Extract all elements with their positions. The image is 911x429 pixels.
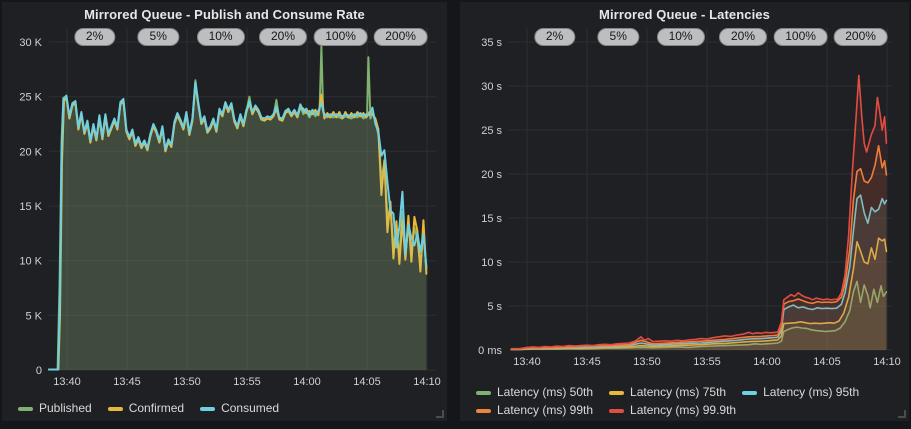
svg-text:14:05: 14:05 [813, 356, 841, 368]
svg-text:10 K: 10 K [19, 256, 42, 268]
panel-title[interactable]: Mirrored Queue - Latencies [599, 7, 770, 22]
series-latency-ms-99th [510, 145, 888, 350]
svg-text:20 s: 20 s [481, 169, 502, 181]
legend-label: Confirmed [128, 401, 185, 415]
svg-text:13:45: 13:45 [573, 356, 601, 368]
annotation-pill-2pct[interactable]: 2% [73, 28, 116, 46]
svg-text:13:55: 13:55 [693, 356, 721, 368]
legend-swatch [742, 390, 758, 395]
svg-text:13:55: 13:55 [233, 376, 261, 388]
legend-item-published[interactable]: Published [18, 402, 92, 415]
series-latency-ms-75th [510, 237, 888, 351]
annotation-pill-5pct[interactable]: 5% [597, 28, 639, 46]
svg-text:15 K: 15 K [19, 201, 42, 213]
series-consumed [48, 81, 428, 371]
legend-item-latency-ms-99-9th[interactable]: Latency (ms) 99.9th [609, 404, 736, 417]
legend-swatch [609, 408, 625, 413]
svg-text:15 s: 15 s [481, 213, 502, 225]
latencies-chart[interactable]: 13:40 13:45 13:50 13:55 14:00 14:05 14:10 0 ms 5… [460, 2, 909, 421]
legend-item-latency-ms-99th[interactable]: Latency (ms) 99th [476, 404, 593, 417]
legend-label: Latency (ms) 99th [497, 403, 594, 417]
svg-text:14:10: 14:10 [413, 376, 441, 388]
legend-label: Published [39, 401, 92, 415]
svg-text:13:45: 13:45 [113, 376, 141, 388]
annotation-pill-20pct[interactable]: 20% [258, 28, 308, 46]
panel-resize-handle[interactable] [898, 410, 906, 418]
svg-text:14:00: 14:00 [753, 356, 781, 368]
legend-item-confirmed[interactable]: Confirmed [107, 401, 185, 415]
legend-swatch [476, 408, 491, 413]
legend-swatch [18, 406, 33, 411]
legend-item-latency-ms-95th[interactable]: Latency (ms) 95th [742, 386, 859, 399]
series-latency-ms-50th [510, 280, 888, 351]
svg-text:25 K: 25 K [19, 92, 42, 104]
y-axis-labels: 0 5 K 10 K 15 K 20 K 25 K 30 K [19, 37, 42, 377]
x-axis-labels: 13:40 13:45 13:50 13:55 14:00 14:05 14:10 [53, 376, 441, 388]
legend-swatch [476, 390, 491, 395]
svg-text:13:50: 13:50 [633, 356, 661, 368]
panel-publish-consume-rate: Mirrored Queue - Publish and Consume Rat… [2, 2, 447, 421]
annotation-pill-200pct[interactable]: 200% [833, 28, 888, 46]
legend-swatch [609, 390, 625, 395]
annotation-pill-10pct[interactable]: 10% [196, 28, 245, 46]
legend-label: Latency (ms) 95th [763, 385, 860, 399]
svg-text:10 s: 10 s [481, 257, 502, 269]
annotation-pill-20pct[interactable]: 20% [718, 28, 768, 46]
legend-label: Consumed [221, 401, 280, 415]
svg-text:25 s: 25 s [481, 125, 502, 137]
legend-item-latency-ms-50th[interactable]: Latency (ms) 50th [476, 386, 593, 399]
svg-text:14:10: 14:10 [873, 356, 901, 368]
legend-label: Latency (ms) 50th [497, 385, 594, 399]
svg-text:5 K: 5 K [25, 310, 42, 322]
annotation-pill-10pct[interactable]: 10% [656, 28, 705, 46]
publish-consume-rate-chart[interactable]: 13:40 13:45 13:50 13:55 14:00 14:05 14:10 0 5 K 1… [2, 2, 447, 421]
annotation-pill-100pct[interactable]: 100% [313, 28, 368, 46]
y-axis-labels: 0 ms 5 s 10 s 15 s 20 s 25 s 30 s 35 s [478, 37, 502, 357]
x-axis-labels: 13:40 13:45 13:50 13:55 14:00 14:05 14:10 [513, 356, 901, 368]
legend: Latency (ms) 50th Latency (ms) 75th Latenc… [476, 386, 876, 417]
annotation-pill-100pct[interactable]: 100% [773, 28, 828, 46]
legend-item-latency-ms-75th[interactable]: Latency (ms) 75th [609, 386, 726, 399]
svg-text:13:50: 13:50 [173, 376, 201, 388]
annotation-pill-200pct[interactable]: 200% [373, 28, 428, 46]
svg-text:30 K: 30 K [19, 37, 42, 49]
svg-text:5 s: 5 s [487, 301, 502, 313]
svg-text:14:00: 14:00 [293, 376, 321, 388]
legend-item-consumed[interactable]: Consumed [200, 402, 279, 415]
svg-text:0: 0 [36, 365, 42, 377]
panel-latencies: Mirrored Queue - Latencies 13:40 13:45 13:… [460, 2, 909, 421]
panel-resize-handle[interactable] [436, 410, 444, 418]
legend-swatch [107, 406, 123, 411]
legend-swatch [200, 406, 216, 411]
panel-title[interactable]: Mirrored Queue - Publish and Consume Rat… [84, 7, 365, 22]
annotation-pill-2pct[interactable]: 2% [533, 28, 576, 46]
legend: Published Confirmed Consumed [18, 402, 438, 415]
svg-text:13:40: 13:40 [513, 356, 541, 368]
svg-text:30 s: 30 s [481, 81, 502, 93]
series-latency-ms-99-9th [510, 74, 888, 351]
svg-text:20 K: 20 K [19, 146, 42, 158]
annotation-pill-5pct[interactable]: 5% [137, 28, 179, 46]
legend-label: Latency (ms) 75th [630, 385, 727, 399]
series-latency-ms-95th [510, 194, 888, 350]
legend-label: Latency (ms) 99.9th [630, 403, 737, 417]
svg-text:13:40: 13:40 [53, 376, 81, 388]
svg-text:0 ms: 0 ms [478, 345, 502, 357]
svg-text:35 s: 35 s [481, 37, 502, 49]
svg-text:14:05: 14:05 [353, 376, 381, 388]
